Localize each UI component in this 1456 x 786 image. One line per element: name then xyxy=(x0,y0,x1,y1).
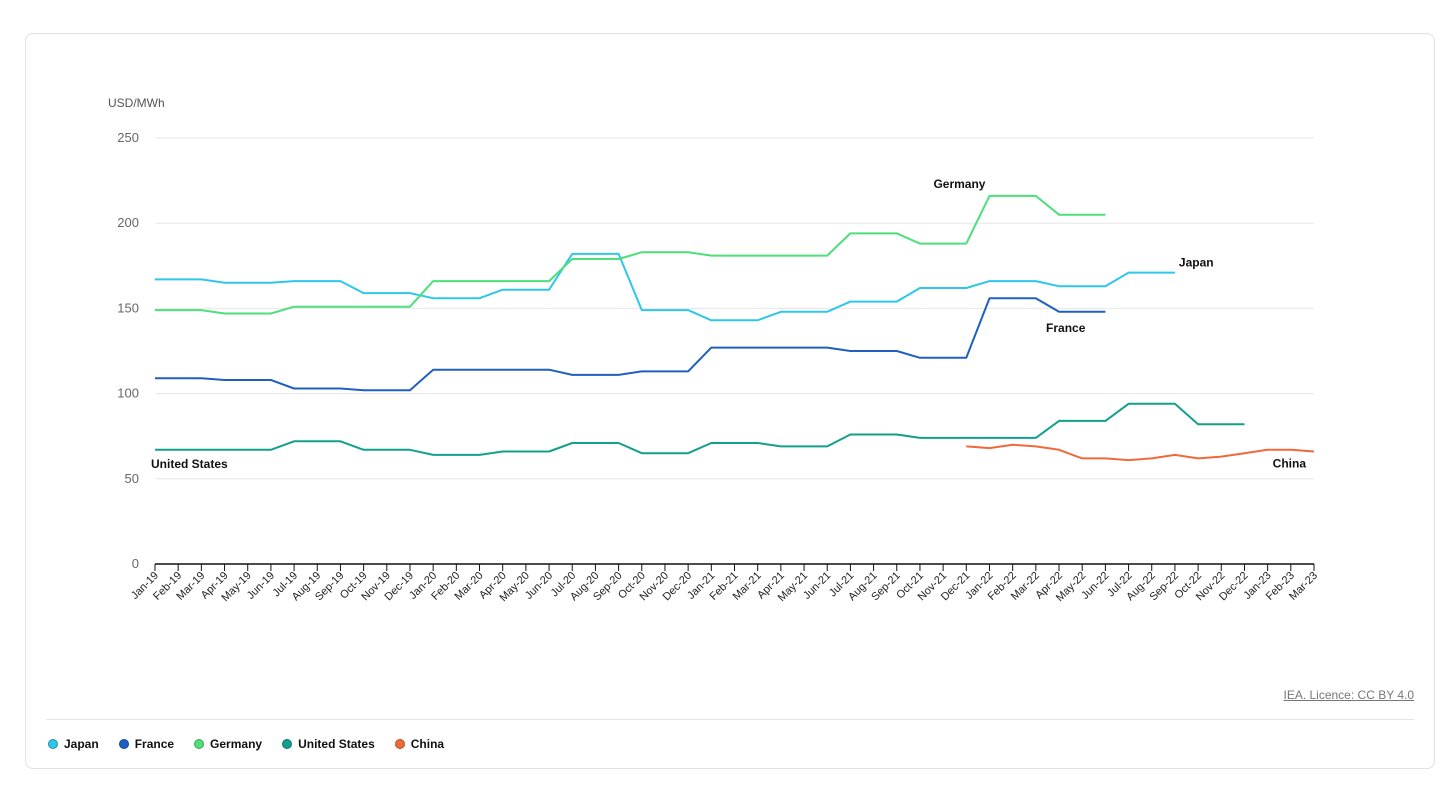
series-label-france: France xyxy=(1046,321,1086,335)
series-lines xyxy=(155,194,1315,462)
legend-label: United States xyxy=(298,737,375,751)
y-tick-label: 100 xyxy=(117,386,139,401)
legend-item-france[interactable]: France xyxy=(118,737,175,751)
series-line-france[interactable] xyxy=(155,297,1106,392)
licence-link[interactable]: IEA. Licence: CC BY 4.0 xyxy=(1283,688,1414,702)
series-label-united-states: United States xyxy=(151,457,228,471)
series-label-china: China xyxy=(1273,457,1307,471)
series-label-japan: Japan xyxy=(1179,256,1214,270)
y-tick-label: 50 xyxy=(125,471,139,486)
legend-dot-icon xyxy=(394,739,405,749)
x-axis: Jan-19Feb-19Mar-19Apr-19May-19Jun-19Jul-… xyxy=(129,563,1320,604)
series-label-germany: Germany xyxy=(933,177,985,191)
y-tick-label: 150 xyxy=(117,300,139,315)
legend: Japan France Germany United States China xyxy=(48,737,444,751)
legend-label: Germany xyxy=(210,737,263,751)
legend-item-germany[interactable]: Germany xyxy=(194,737,262,751)
legend-label: France xyxy=(134,737,175,751)
y-tick-label: 200 xyxy=(117,215,139,230)
y-tick-label: 0 xyxy=(132,556,139,571)
legend-label: China xyxy=(410,737,445,751)
series-line-japan[interactable] xyxy=(155,252,1175,322)
series-line-united-states[interactable] xyxy=(155,402,1245,456)
series-line-china[interactable] xyxy=(966,443,1315,462)
series-line-germany[interactable] xyxy=(155,194,1106,315)
legend-dot-icon xyxy=(118,739,129,749)
y-axis-unit-label: USD/MWh xyxy=(108,96,165,110)
legend-dot-icon xyxy=(194,739,205,749)
legend-item-china[interactable]: China xyxy=(394,737,445,751)
y-tick-label: 250 xyxy=(117,130,139,145)
legend-label: Japan xyxy=(64,737,99,751)
chart-card: 0 50 100 150 200 250 Jan-19 Feb-19 Mar-19 Apr-19… xyxy=(25,33,1435,769)
series-labels: Japan France Germany United States China xyxy=(151,177,1306,471)
legend-item-united-states[interactable]: United States xyxy=(282,737,375,751)
legend-divider xyxy=(46,719,1414,720)
gridlines xyxy=(155,137,1314,480)
legend-dot-icon xyxy=(282,739,293,749)
line-chart: 0 50 100 150 200 250 Jan-19Feb-19Mar-19Apr-19… xyxy=(108,96,1320,604)
legend-item-japan[interactable]: Japan xyxy=(48,737,99,751)
y-axis-ticks: 0 50 100 150 200 250 xyxy=(117,130,139,571)
legend-dot-icon xyxy=(48,739,58,749)
